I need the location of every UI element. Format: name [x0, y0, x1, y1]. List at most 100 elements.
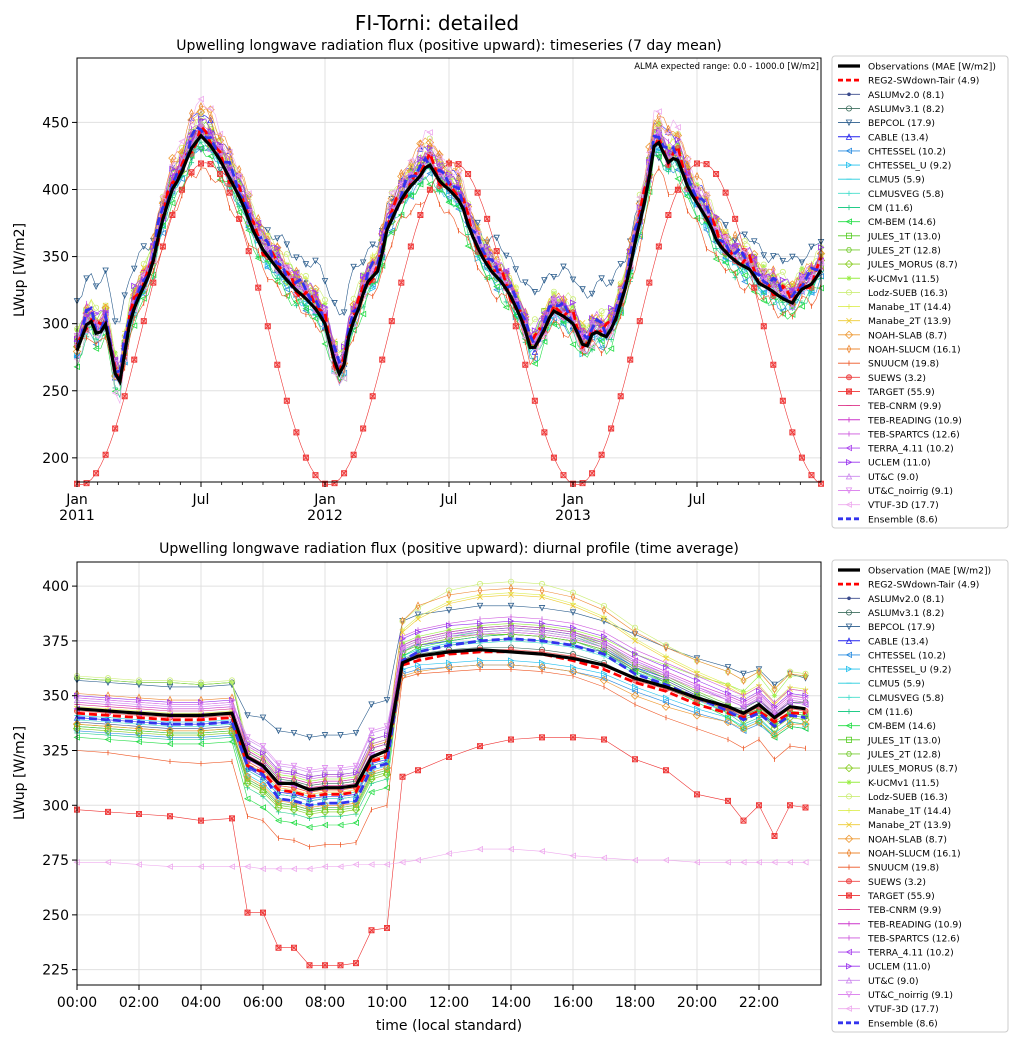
timeseries-point-target-55-9	[798, 454, 805, 461]
timeseries-point-noah-slucm-16-1	[275, 241, 280, 251]
timeseries-legend-label: NOAH-SLUCM (16.1)	[868, 345, 961, 356]
timeseries-legend-marker	[846, 289, 853, 296]
diurnal-y-tick-label: 300	[42, 798, 69, 814]
diurnal-point-ut-c-noirrig-9-1	[507, 626, 515, 634]
timeseries-chart-title: Upwelling longwave radiation flux (posit…	[176, 38, 721, 54]
diurnal-point-uclem-11-0	[802, 692, 809, 699]
diurnal-point-ut-c-noirrig-9-1	[290, 762, 298, 770]
diurnal-point-vtuf-3d-17-7	[507, 845, 514, 853]
timeseries-legend-entry-lodz-sueb-16-3: Lodz-SUEB (16.3)	[838, 288, 948, 299]
diurnal-legend-entry-terra-4-11-10-2: TERRA_4.11 (10.2)	[838, 948, 954, 959]
diurnal-point-cm-11-6	[353, 811, 359, 817]
diurnal-legend-label: CLMUSVEG (5.8)	[868, 693, 944, 704]
timeseries-legend-label: JULES_MORUS (8.7)	[867, 260, 958, 271]
timeseries-y-tick-label: 400	[42, 182, 69, 198]
diurnal-legend-label: UCLEM (11.0)	[868, 962, 931, 973]
timeseries-point-vtuf-3d-17-7	[283, 264, 290, 272]
timeseries-point-vtuf-3d-17-7	[474, 230, 481, 237]
timeseries-point-vtuf-3d-17-7	[416, 145, 424, 152]
timeseries-legend-label: SNUUCM (19.8)	[868, 359, 939, 370]
diurnal-point-manabe-2t-13-9	[477, 594, 483, 600]
timeseries-legend-label: NOAH-SLAB (8.7)	[868, 330, 947, 341]
timeseries-point-bepcol-17-9	[808, 243, 815, 251]
diurnal-point-vtuf-3d-17-7	[321, 863, 328, 870]
timeseries-point-bepcol-17-9	[274, 235, 281, 242]
timeseries-point-bepcol-17-9	[741, 231, 748, 239]
timeseries-legend-marker	[845, 133, 853, 140]
diurnal-series-target-55-9	[74, 734, 809, 969]
timeseries-legend-marker	[846, 317, 852, 324]
timeseries-legend-marker	[846, 161, 853, 169]
diurnal-line-ut-c-noirrig-9-1	[76, 629, 806, 771]
timeseries-point-bepcol-17-9	[331, 300, 338, 307]
timeseries-chart: Upwelling longwave radiation flux (posit…	[12, 38, 1009, 529]
diurnal-point-cm-11-6	[740, 721, 747, 727]
timeseries-point-bepcol-17-9	[340, 309, 348, 316]
timeseries-point-vtuf-3d-17-7	[407, 157, 414, 164]
diurnal-legend-marker	[846, 878, 853, 885]
diurnal-y-axis-label: LWup [W/m2]	[12, 726, 28, 820]
timeseries-legend: Observations (MAE [W/m2]) REG2-SWdown-Tai…	[831, 55, 1009, 529]
diurnal-point-ut-c-9-0	[259, 744, 267, 752]
diurnal-legend-label: CM (11.6)	[868, 707, 913, 718]
diurnal-point-bepcol-17-9	[631, 631, 639, 638]
diurnal-point-noah-slucm-16-1	[632, 627, 638, 637]
timeseries-point-ut-c-9-0	[588, 317, 596, 325]
timeseries-point-uclem-11-0	[531, 327, 539, 334]
timeseries-point-uclem-11-0	[789, 287, 796, 295]
timeseries-point-bepcol-17-9	[750, 238, 758, 245]
diurnal-point-noah-slab-8-7	[739, 724, 748, 733]
timeseries-legend-entry-uclem-11-0: UCLEM (11.0)	[838, 458, 931, 469]
timeseries-legend-entry-chtessel-u-9-2: CHTESSEL_U (9.2)	[838, 161, 951, 172]
diurnal-point-target-55-9	[446, 754, 452, 761]
diurnal-point-ut-c-noirrig-9-1	[197, 701, 205, 708]
timeseries-point-bepcol-17-9	[121, 292, 128, 299]
diurnal-legend-entry-jules-morus-8-7: JULES_MORUS (8.7)	[838, 764, 958, 775]
timeseries-point-lodz-sueb-16-3	[283, 251, 290, 258]
diurnal-point-vtuf-3d-17-7	[197, 863, 204, 870]
timeseries-point-terra-4-11-10-2	[540, 309, 548, 316]
diurnal-point-ut-c-noirrig-9-1	[383, 723, 391, 730]
diurnal-point-vtuf-3d-17-7	[445, 850, 452, 857]
timeseries-point-bepcol-17-9	[293, 254, 300, 262]
diurnal-point-uclem-11-0	[740, 696, 747, 704]
diurnal-point-lodz-sueb-16-3	[771, 686, 778, 693]
timeseries-point-terra-4-11-10-2	[550, 300, 557, 308]
timeseries-point-target-55-9	[274, 361, 281, 368]
diurnal-point-clmusveg-5-8	[322, 796, 328, 802]
timeseries-point-cm-bem-14-6	[92, 345, 100, 352]
diurnal-point-jules-1t-13-0	[694, 690, 701, 697]
timeseries-point-target-55-9	[178, 186, 185, 193]
timeseries-legend-entry-teb-spartcs-12-6: TEB-SPARTCS (12.6)	[838, 429, 960, 440]
diurnal-point-target-55-9	[539, 734, 545, 741]
timeseries-point-k-ucmv1-11-5	[570, 303, 576, 309]
timeseries-point-bepcol-17-9	[350, 263, 357, 271]
diurnal-point-jules-1t-13-0	[290, 804, 297, 811]
timeseries-point-ut-c-9-0	[550, 293, 558, 301]
diurnal-point-vtuf-3d-17-7	[135, 861, 142, 868]
diurnal-point-noah-slab-8-7	[785, 720, 795, 729]
diurnal-point-uclem-11-0	[787, 690, 794, 697]
timeseries-point-vtuf-3d-17-7	[655, 108, 662, 115]
diurnal-point-cm-11-6	[105, 732, 111, 738]
diurnal-point-vtuf-3d-17-7	[244, 863, 251, 870]
timeseries-legend-marker	[846, 388, 852, 395]
diurnal-legend-label: Observation (MAE [W/m2])	[868, 566, 991, 577]
diurnal-legend-marker	[845, 623, 853, 631]
timeseries-legend-entry-manabe-1t-14-4: Manabe_1T (14.4)	[838, 302, 951, 313]
diurnal-point-ut-c-noirrig-9-1	[755, 692, 763, 700]
timeseries-point-noah-slucm-16-1	[399, 168, 404, 178]
diurnal-point-k-ucmv1-11-5	[167, 679, 173, 686]
timeseries-series-group	[72, 95, 826, 487]
timeseries-point-noah-slucm-16-1	[627, 236, 633, 246]
timeseries-point-vtuf-3d-17-7	[455, 168, 462, 175]
diurnal-point-ut-c-noirrig-9-1	[600, 642, 608, 649]
timeseries-point-target-55-9	[293, 429, 300, 436]
timeseries-point-cm-bem-14-6	[168, 199, 176, 207]
timeseries-point-ut-c-noirrig-9-1	[321, 308, 329, 315]
timeseries-point-cm-11-6	[293, 303, 299, 309]
diurnal-point-cm-11-6	[167, 736, 173, 743]
diurnal-point-target-55-9	[260, 909, 266, 916]
timeseries-legend-marker	[844, 259, 854, 269]
timeseries-point-vtuf-3d-17-7	[426, 129, 433, 136]
